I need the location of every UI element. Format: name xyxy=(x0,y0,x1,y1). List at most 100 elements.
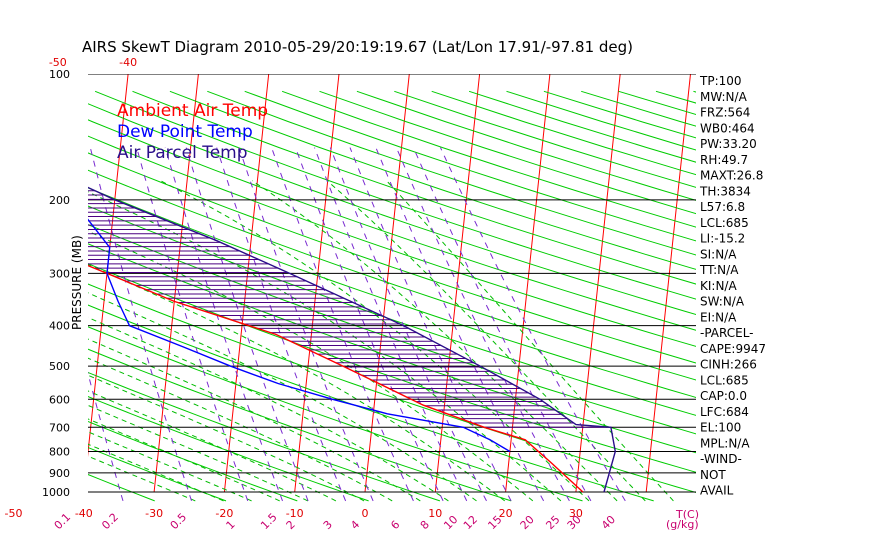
dry-adiabat-line xyxy=(88,135,696,347)
mixing-ratio-tick-label: 8 xyxy=(418,518,432,532)
mixing-ratio-tick-label: 40 xyxy=(599,513,618,532)
index-text: WB0:464 xyxy=(700,121,755,135)
x-axis-label: T(C) xyxy=(675,508,699,521)
mixing-ratio-tick-label: 10 xyxy=(441,513,460,532)
index-text: CINH:266 xyxy=(700,358,757,372)
dry-adiabat-line xyxy=(88,304,654,502)
mixing-ratio-tick-label: 0.1 xyxy=(52,511,74,533)
index-text: SW:N/A xyxy=(700,295,745,309)
index-text: EI:N/A xyxy=(700,310,737,324)
moist-adiabat-line xyxy=(160,180,590,502)
bottom-temperature-tick-label: -10 xyxy=(286,507,304,520)
dry-adiabat-line xyxy=(88,187,696,398)
index-text: TT:N/A xyxy=(699,263,739,277)
mixing-ratio-tick-label: 12 xyxy=(461,513,480,532)
bottom-temperature-tick-label: 10 xyxy=(428,507,442,520)
dry-adiabat-line xyxy=(88,446,227,502)
moist-adiabat-line xyxy=(88,431,252,502)
index-text: LI:-15.2 xyxy=(700,232,745,246)
dry-adiabat-line xyxy=(768,91,870,501)
series-line-ambient-air-temp xyxy=(88,264,584,493)
index-text: RH:49.7 xyxy=(700,153,748,167)
dry-adiabat-line xyxy=(88,152,696,364)
moist-adiabat-line xyxy=(326,180,646,502)
moist-adiabat-line xyxy=(88,357,393,502)
isotherm-line xyxy=(645,74,691,493)
bottom-temperature-tick-label: 20 xyxy=(499,507,513,520)
bottom-temperature-tick-label: -20 xyxy=(215,507,233,520)
index-text: -WIND- xyxy=(700,452,742,466)
dry-adiabat-line xyxy=(94,90,696,300)
pressure-tick-label: 100 xyxy=(49,68,70,81)
moist-adiabat-line xyxy=(88,191,562,502)
index-text: LCL:685 xyxy=(700,216,749,230)
legend-item: Ambient Air Temp xyxy=(117,101,268,121)
pressure-tick-label: 500 xyxy=(49,360,70,373)
index-text: LFC:684 xyxy=(700,405,749,419)
dry-adiabat-line xyxy=(132,90,696,285)
legend-item: Dew Point Temp xyxy=(117,122,253,142)
index-text: NOT xyxy=(700,468,726,482)
index-text: TH:3834 xyxy=(699,184,751,198)
pressure-tick-label: 700 xyxy=(49,421,70,434)
top-temperature-tick-labels: -120-110-100-90-80-70-60-50-40 xyxy=(49,56,137,69)
dry-adiabat-line xyxy=(843,91,870,501)
bottom-temperature-tick-label: -50 xyxy=(5,507,23,520)
plot-area xyxy=(0,74,870,502)
index-text: CAPE:9947 xyxy=(700,342,766,356)
index-text: FRZ:564 xyxy=(700,106,750,120)
mixing-ratio-tick-label: 1 xyxy=(224,518,238,532)
dry-adiabat-line xyxy=(207,90,696,256)
dry-adiabat-line xyxy=(88,103,696,316)
index-text: SI:N/A xyxy=(700,247,737,261)
y-axis-label: PRESSURE (MB) xyxy=(70,235,84,330)
index-text: EL:100 xyxy=(700,421,741,435)
dry-adiabat-line xyxy=(88,224,696,435)
index-text: MPL:N/A xyxy=(700,436,750,450)
dry-adiabat-line xyxy=(88,396,369,502)
mixing-ratio-tick-labels: 0.1 0.2 0.5 1 1.5 2 3 4 6 8 10 12 15 20 25 30 40 xyxy=(52,511,618,533)
index-text: LCL:685 xyxy=(700,373,749,387)
mixing-ratio-tick-label: 4 xyxy=(348,518,362,532)
pressure-tick-label: 800 xyxy=(49,445,70,458)
isotherm-line xyxy=(294,74,340,493)
dry-adiabat-line xyxy=(88,169,696,381)
pressure-tick-label: 900 xyxy=(49,467,70,480)
mixing-ratio-tick-label: 1.5 xyxy=(258,511,280,533)
moist-adiabat-line xyxy=(88,390,337,502)
mixing-ratio-tick-label: 6 xyxy=(388,518,402,532)
sounding-series xyxy=(88,186,617,493)
dry-adiabat-line xyxy=(88,326,583,502)
dry-adiabat-line xyxy=(731,91,870,501)
moist-adiabat-line xyxy=(251,180,618,502)
mixing-ratio-tick-label: 2 xyxy=(284,518,298,532)
bottom-temperature-tick-label: -30 xyxy=(145,507,163,520)
mixing-ratio-tick-label: 20 xyxy=(518,513,537,532)
dry-adiabat-line xyxy=(88,420,298,502)
pressure-tick-label: 1000 xyxy=(42,486,70,499)
top-temperature-tick-label: -50 xyxy=(49,56,67,69)
isotherm-line xyxy=(223,74,270,493)
dry-adiabat-line xyxy=(0,91,12,501)
index-text: AVAIL xyxy=(700,484,734,498)
isotherm-line xyxy=(505,74,551,493)
pressure-tick-label: 300 xyxy=(49,267,70,280)
dry-adiabat-line xyxy=(394,90,696,188)
bottom-temperature-tick-labels: -50 -40 -30 -20 -10 0 10 20 30 xyxy=(5,507,583,520)
dry-adiabat-line xyxy=(655,90,696,104)
bottom-temperature-tick-label: -40 xyxy=(75,507,93,520)
dry-adiabat-line xyxy=(468,90,696,163)
moist-adiabat-lines xyxy=(88,180,674,502)
dry-adiabat-line xyxy=(88,283,696,493)
chart-title: AIRS SkewT Diagram 2010-05-29/20:19:19.6… xyxy=(82,38,633,56)
bottom-temperature-tick-label: 30 xyxy=(569,507,583,520)
moist-adiabat-line xyxy=(88,404,309,502)
legend-item: Air Parcel Temp xyxy=(117,143,248,163)
mixing-ratio-tick-label: 3 xyxy=(321,518,335,532)
mixing-ratio-tick-label: 0.5 xyxy=(168,511,190,533)
pressure-tick-label: 200 xyxy=(49,194,70,207)
pressure-tick-label: 400 xyxy=(49,320,70,333)
moist-adiabat-line xyxy=(88,418,280,502)
isotherm-line xyxy=(575,74,621,493)
